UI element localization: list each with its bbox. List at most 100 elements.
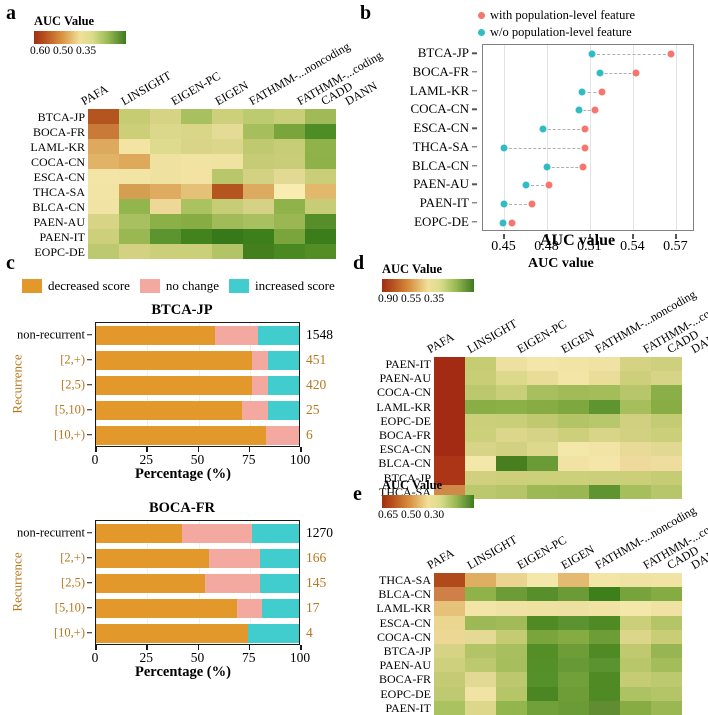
heatmap-cell [212,154,243,169]
heatmap-cell [119,154,150,169]
heatmap-row-label: PAEN-AU [379,371,431,385]
stacked-bar-row [96,326,300,346]
heatmap-cell [620,687,651,701]
heatmap-cell [651,428,682,442]
heatmap-cell [651,371,682,385]
heatmap-cell [651,400,682,414]
bar-segment-no-change [205,574,260,594]
heatmap-cell [181,109,212,124]
data-point-wo-population [544,163,551,170]
data-point-with-population [591,107,598,114]
yaxis-tick-label: EOPC-DE [414,214,469,230]
heatmap-cell [212,124,243,139]
heatmap-cell [496,644,527,658]
panel-a-colorbar-ticks: 0.60 0.50 0.35 [30,45,340,57]
heatmap-cell [620,357,651,371]
heatmap-cell [651,701,682,715]
bar-category-label: [2,5) [61,575,85,590]
heatmap-cell [434,573,465,587]
heatmap-cell [620,672,651,686]
heatmap-cell [274,139,305,154]
heatmap-row-label: COCA-CN [377,385,431,399]
heatmap-cell [434,701,465,715]
legend-label-increased: increased score [255,278,335,294]
heatmap-row-label: BLCA-CN [378,587,431,601]
bar-segment-increased-score [248,624,300,644]
legend-swatch-increased [229,279,249,293]
bar-segment-no-change [237,599,262,619]
data-point-with-population [581,144,588,151]
heatmap-cell [527,587,558,601]
bar-category-label: [10,+) [54,427,85,442]
heatmap-cell [558,371,589,385]
heatmap-cell [558,400,589,414]
panel-a-grid [88,109,336,259]
yaxis-tick-label: BTCA-JP [418,45,469,61]
stacked-bar-row [96,624,300,644]
heatmap-cell [88,199,119,214]
heatmap-cell [434,644,465,658]
heatmap-cell [434,357,465,371]
panel-e-grid [434,573,682,715]
heatmap-cell [434,587,465,601]
bar-tick-mark [87,359,92,361]
bar-tick-mark [87,532,92,534]
heatmap-cell [119,199,150,214]
heatmap-cell [274,229,305,244]
bar-count-label: 420 [306,377,326,393]
heatmap-cell [620,371,651,385]
heatmap-row-label: EOPC-DE [380,414,431,428]
yaxis-tick-mark [472,221,477,222]
heatmap-cell [496,357,527,371]
heatmap-cell [496,587,527,601]
bar-segment-decreased-score [96,524,182,544]
heatmap-cell [150,124,181,139]
bar-segment-decreased-score [96,351,252,371]
heatmap-cell [589,385,620,399]
heatmap-row-label: PAEN-AU [379,658,431,672]
bar-segment-decreased-score [96,401,242,421]
heatmap-cell [305,154,336,169]
yaxis-tick-label: PAEN-IT [420,195,469,211]
heatmap-row-label: LAML-KR [376,601,431,615]
heatmap-row-label: THCA-SA [379,573,431,587]
heatmap-cell [305,184,336,199]
heatmap-cell [620,573,651,587]
heatmap-column-header: EIGEN-PC [515,533,570,573]
heatmap-cell [589,687,620,701]
heatmap-cell [119,169,150,184]
heatmap-cell [465,371,496,385]
heatmap-cell [119,214,150,229]
legend-dot-wo-population [478,29,485,36]
heatmap-cell [620,587,651,601]
heatmap-cell [589,428,620,442]
heatmap-cell [527,428,558,442]
stacked-bar-row [96,549,300,569]
heatmap-cell [274,184,305,199]
yaxis-tick-mark [472,53,477,54]
heatmap-cell [620,456,651,470]
heatmap-cell [589,658,620,672]
legend-swatch-decreased [22,279,42,293]
heatmap-cell [589,371,620,385]
panel-d-colorbar [382,279,474,292]
bar-plot-area-btca-jp [95,322,300,447]
bar-count-label: 25 [306,402,320,418]
heatmap-cell [558,573,589,587]
data-point-wo-population [501,200,508,207]
bar-chart-boca-fr: BOCA-FR non-recurrent[2,+)[2,5)[5,10)[10… [0,500,345,690]
heatmap-cell [620,428,651,442]
heatmap-cell [465,630,496,644]
heatmap-cell [88,229,119,244]
bar-chart-title-boca-fr: BOCA-FR [149,500,215,517]
heatmap-cell [274,169,305,184]
bar-count-label: 1548 [306,327,333,343]
yaxis-tick-label: BLCA-CN [412,158,469,174]
heatmap-cell [527,442,558,456]
panel-c-legend: decreased score no change increased scor… [22,278,335,294]
data-point-wo-population [501,144,508,151]
heatmap-cell [88,109,119,124]
heatmap-cell [589,357,620,371]
data-point-wo-population [522,182,529,189]
